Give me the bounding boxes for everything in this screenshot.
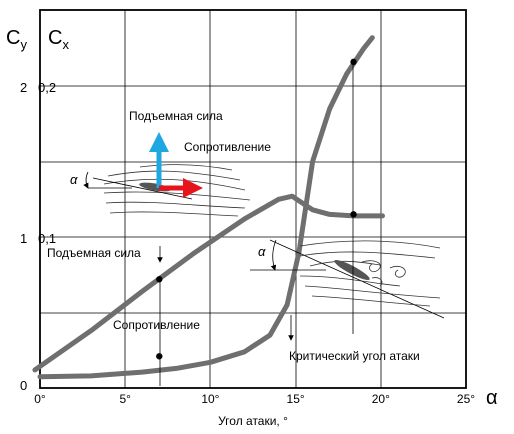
- x-tick-20: 20°: [372, 392, 390, 406]
- curves: [32, 35, 385, 380]
- x-tick-15: 15°: [287, 392, 305, 406]
- drag-marker-2: [350, 58, 357, 66]
- drag-curve: [37, 35, 375, 380]
- x-tick-0: 0°: [34, 392, 46, 406]
- inset-airfoil-stall: α: [250, 239, 445, 319]
- y-tick-labels: 2 0,2 1 0,1 0: [20, 80, 56, 393]
- x-axis-label: Угол атаки, °: [218, 414, 288, 428]
- inset-airfoil-normal: α: [70, 132, 251, 217]
- cx-symbol: Cx: [48, 27, 69, 52]
- lift-marker-2: [350, 211, 357, 218]
- drag-curve-label: Сопротивление: [113, 318, 200, 332]
- alpha-label-2: α: [258, 244, 266, 259]
- cx-tick-02: 0,2: [38, 80, 56, 95]
- cx-tick-01: 0,1: [38, 231, 56, 246]
- critical-angle-label: Критический угол атаки: [289, 349, 420, 363]
- alpha-label-1: α: [70, 172, 78, 187]
- x-tick-25: 25°: [457, 392, 475, 406]
- drag-marker-1: [156, 353, 163, 360]
- x-axis-symbol: α: [486, 387, 498, 409]
- cy-tick-2: 2: [20, 80, 27, 95]
- grid: [40, 10, 466, 388]
- x-tick-5: 5°: [119, 392, 131, 406]
- drag-inset-label: Сопротивление: [184, 140, 271, 154]
- lift-inset-label: Подъемная сила: [129, 109, 223, 123]
- cy-tick-0: 0: [20, 378, 27, 393]
- lift-marker-1: [156, 276, 163, 283]
- lift-curve: [32, 193, 385, 373]
- x-tick-10: 10°: [201, 392, 219, 406]
- airfoil-stall: [334, 259, 370, 281]
- x-tick-labels: 0° 5° 10° 15° 20° 25°: [34, 392, 475, 406]
- plot-frame: [39, 9, 467, 389]
- cy-symbol: Cy: [6, 27, 27, 52]
- lift-curve-label: Подъемная сила: [47, 246, 141, 260]
- cy-tick-1: 1: [20, 231, 27, 246]
